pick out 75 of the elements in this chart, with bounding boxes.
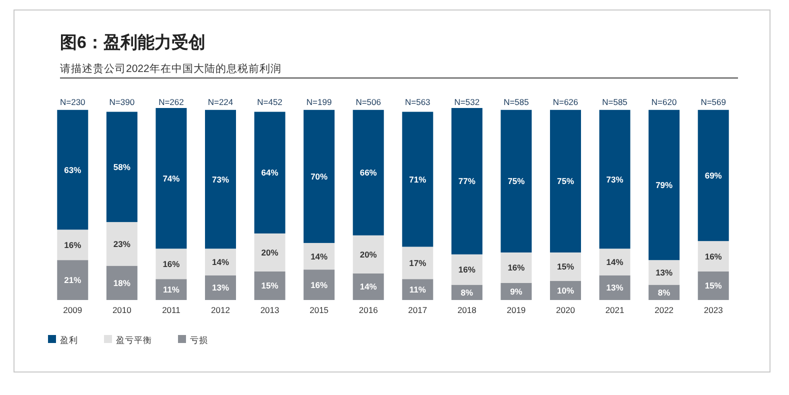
data-label: 70% xyxy=(310,171,328,182)
data-label: 15% xyxy=(556,262,574,272)
legend-label: 盈利 xyxy=(60,335,78,345)
data-label: 16% xyxy=(704,251,722,262)
data-label: 73% xyxy=(212,174,230,184)
data-label: 63% xyxy=(64,164,82,175)
annotation: N=585 xyxy=(602,96,628,107)
chart-title: 图6：盈利能力受创 xyxy=(60,33,206,52)
data-label: 74% xyxy=(162,173,180,184)
annotation: N=569 xyxy=(700,96,726,107)
annotation: N=506 xyxy=(356,96,382,107)
annotation: N=230 xyxy=(60,96,86,107)
data-label: 15% xyxy=(261,280,279,291)
data-label: 14% xyxy=(310,251,328,262)
annotation: N=452 xyxy=(257,96,283,107)
annotation: N=262 xyxy=(158,96,184,107)
annotation: N=626 xyxy=(552,96,578,107)
x-tick-label: 2009 xyxy=(63,305,82,315)
data-label: 75% xyxy=(556,176,574,186)
x-tick-label: 2013 xyxy=(260,305,280,315)
x-tick-label: 2011 xyxy=(162,305,181,315)
data-label: 9% xyxy=(510,286,523,296)
data-label: 16% xyxy=(64,240,82,250)
data-label: 20% xyxy=(261,247,279,258)
data-label: 69% xyxy=(704,170,722,180)
data-label: 17% xyxy=(409,258,427,268)
data-label: 75% xyxy=(508,176,526,186)
chart-subtitle: 请描述贵公司2022年在中国大陆的息税前利润 xyxy=(60,62,282,75)
data-label: 71% xyxy=(409,174,427,184)
x-tick-label: 2018 xyxy=(457,305,477,315)
annotation: N=199 xyxy=(306,96,332,107)
data-label: 10% xyxy=(556,285,574,296)
data-label: 14% xyxy=(606,256,624,267)
annotation: N=224 xyxy=(208,96,234,107)
data-label: 15% xyxy=(704,280,722,291)
x-tick-label: 2015 xyxy=(310,305,329,315)
data-label: 18% xyxy=(113,278,131,288)
x-tick-label: 2010 xyxy=(112,305,132,315)
data-label: 58% xyxy=(113,162,131,172)
data-label: 8% xyxy=(658,287,671,298)
data-label: 13% xyxy=(606,282,624,293)
data-label: 16% xyxy=(162,258,180,269)
data-label: 77% xyxy=(458,176,476,186)
data-label: 11% xyxy=(162,284,180,295)
data-label: 14% xyxy=(212,256,230,267)
annotation: N=585 xyxy=(504,96,530,107)
data-label: 21% xyxy=(64,275,82,286)
data-label: 64% xyxy=(261,168,279,178)
x-tick-label: 2016 xyxy=(358,305,378,315)
data-label: 13% xyxy=(212,282,230,293)
annotation: N=532 xyxy=(454,96,480,107)
data-label: 11% xyxy=(409,284,426,295)
data-label: 8% xyxy=(460,287,474,298)
x-tick-label: 2021 xyxy=(605,305,625,315)
data-label: 16% xyxy=(310,280,328,290)
data-label: 73% xyxy=(606,174,624,184)
x-tick-label: 2022 xyxy=(654,305,674,315)
x-tick-label: 2019 xyxy=(506,305,526,315)
data-label: 23% xyxy=(113,238,131,249)
x-tick-label: 2012 xyxy=(211,305,230,315)
legend-label: 亏损 xyxy=(190,335,208,345)
annotation: N=620 xyxy=(651,96,677,107)
data-label: 13% xyxy=(656,267,674,278)
x-tick-label: 2023 xyxy=(704,305,724,315)
x-tick-label: 2017 xyxy=(408,305,428,315)
data-label: 79% xyxy=(656,180,674,190)
annotation: N=563 xyxy=(404,96,431,107)
x-tick-label: 2020 xyxy=(556,305,576,315)
data-label: 66% xyxy=(360,168,378,178)
legend-label: 盈亏平衡 xyxy=(116,335,152,345)
data-label: 14% xyxy=(360,282,378,292)
data-label: 16% xyxy=(458,264,476,275)
annotation: N=390 xyxy=(109,96,135,107)
data-label: 20% xyxy=(360,249,378,260)
data-label: 16% xyxy=(508,262,526,273)
